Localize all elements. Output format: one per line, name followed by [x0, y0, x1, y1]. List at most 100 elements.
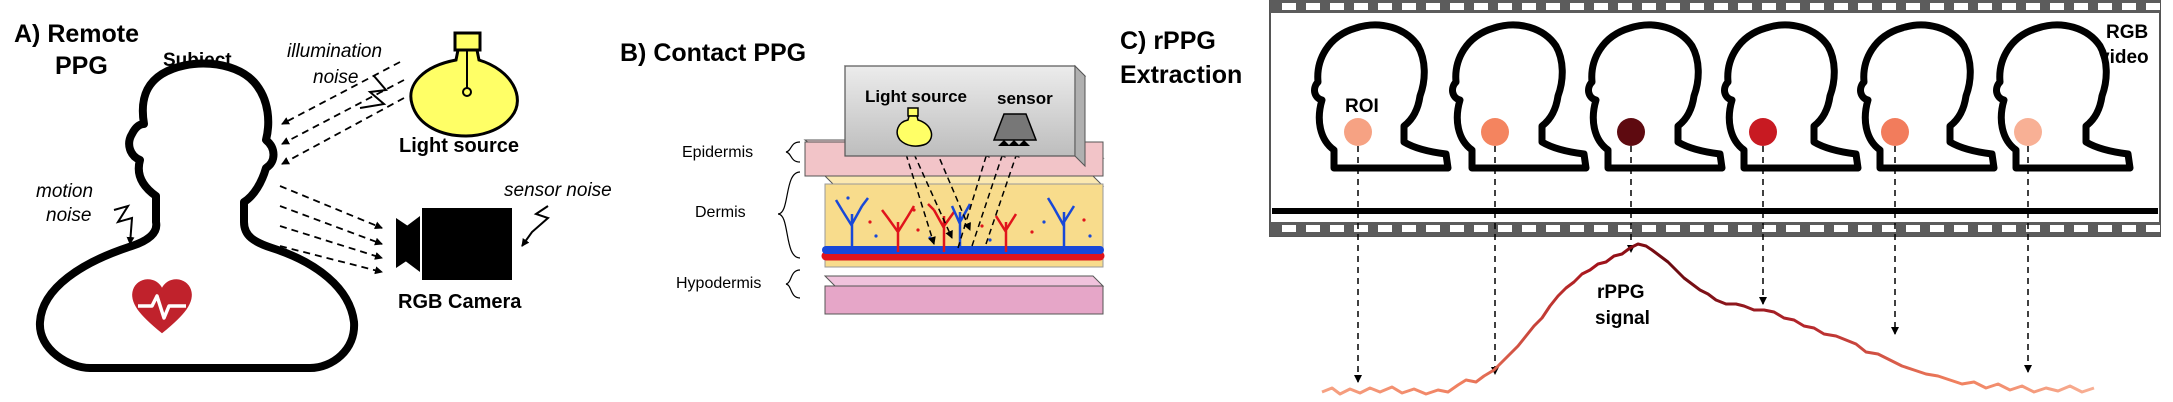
blood-vessels	[821, 196, 1105, 261]
panel-a-title-line2: PPG	[55, 52, 108, 80]
motion-noise-line1: motion	[36, 181, 93, 202]
roi-circle-5	[1881, 118, 1909, 146]
film-sprocket-hole	[1786, 3, 1800, 10]
film-sprocket-hole	[1834, 3, 1848, 10]
film-sprocket-hole	[1714, 225, 1728, 232]
film-sprocket-hole	[1906, 3, 1920, 10]
roi-label: ROI	[1345, 96, 1379, 117]
film-sprocket-hole	[2122, 225, 2136, 232]
signal-label-line1: rPPG	[1597, 282, 1645, 303]
film-sprocket-hole	[1522, 225, 1536, 232]
contact-light-bulb-icon	[896, 107, 933, 147]
film-sprocket-hole	[1786, 225, 1800, 232]
film-sprocket-hole	[2026, 225, 2040, 232]
video-label-line2: video	[2099, 47, 2149, 68]
film-sprocket-hole	[1810, 3, 1824, 10]
film-sprocket-hole	[1954, 3, 1968, 10]
rppg-signal-curve	[1321, 242, 2095, 396]
film-sprocket-hole	[1426, 225, 1440, 232]
film-sprocket-hole	[1474, 225, 1488, 232]
video-frames	[1272, 25, 2158, 214]
roi-to-signal-arrows	[1354, 146, 2032, 383]
roi-circle-6	[2014, 118, 2042, 146]
film-sprocket-hole	[1858, 225, 1872, 232]
film-sprocket-hole	[1618, 3, 1632, 10]
roi-circle-1	[1344, 118, 1372, 146]
film-sprocket-hole	[1522, 3, 1536, 10]
film-sprocket-hole	[1378, 3, 1392, 10]
illumination-noise-zigzag-icon	[359, 75, 388, 109]
contact-sensor-icon	[992, 113, 1038, 146]
film-sprocket-hole	[1714, 3, 1728, 10]
layer-label-epidermis: Epidermis	[682, 144, 753, 161]
roi-circle-4	[1749, 118, 1777, 146]
layer-label-dermis: Dermis	[695, 204, 746, 221]
subject-silhouette	[35, 59, 359, 372]
signal-label-line2: signal	[1595, 308, 1650, 329]
contact-light-source-label: Light source	[865, 87, 967, 106]
film-sprocket-hole	[1402, 3, 1416, 10]
film-sprocket-hole	[1402, 225, 1416, 232]
film-sprocket-hole	[2002, 3, 2016, 10]
sensor-noise-zigzag-icon	[521, 205, 550, 247]
film-sprocket-hole	[1690, 3, 1704, 10]
film-sprocket-hole	[1354, 3, 1368, 10]
contact-sensor-label: sensor	[997, 89, 1053, 108]
film-sprocket-hole	[1666, 225, 1680, 232]
reflected-rays	[279, 185, 383, 275]
film-sprocket-hole	[1762, 3, 1776, 10]
film-sprocket-hole	[1978, 3, 1992, 10]
light-source-label: Light source	[399, 135, 519, 157]
film-sprocket-hole	[1666, 3, 1680, 10]
film-sprocket-hole	[1282, 3, 1296, 10]
film-sprocket-hole	[1498, 3, 1512, 10]
ppg-device-box	[843, 64, 1087, 168]
film-sprocket-hole	[2074, 225, 2088, 232]
skin-layers	[803, 139, 1105, 315]
film-sprocket-hole	[1834, 225, 1848, 232]
sensor-noise-label: sensor noise	[504, 180, 612, 201]
film-sprocket-hole	[1570, 3, 1584, 10]
illumination-noise-line2: noise	[313, 67, 358, 88]
film-sprocket-hole	[1306, 3, 1320, 10]
film-sprocket-hole	[1426, 3, 1440, 10]
film-sprocket-hole	[2146, 225, 2160, 232]
film-sprocket-hole	[1762, 225, 1776, 232]
camera-label: RGB Camera	[398, 291, 522, 313]
film-sprocket-hole	[1450, 3, 1464, 10]
panel-b-title: B) Contact PPG	[620, 39, 806, 67]
film-sprocket-hole	[1930, 3, 1944, 10]
contact-light-paths	[905, 149, 1020, 249]
film-sprocket-hole	[1330, 225, 1344, 232]
film-sprocket-hole	[1546, 3, 1560, 10]
illumination-rays	[281, 61, 405, 165]
film-sprocket-hole	[1690, 225, 1704, 232]
film-sprocket-hole	[1882, 225, 1896, 232]
roi-circle-2	[1481, 118, 1509, 146]
film-sprocket-hole	[1954, 225, 1968, 232]
film-sprocket-hole	[2122, 3, 2136, 10]
film-sprocket-hole	[1594, 225, 1608, 232]
film-sprocket-hole	[1858, 3, 1872, 10]
film-sprocket-hole	[1906, 225, 1920, 232]
heart-icon	[132, 279, 192, 334]
panel-c-title-line2: Extraction	[1120, 61, 1242, 89]
panel-remote-ppg: A) Remote PPG Subject motion noise illum…	[14, 20, 612, 372]
illumination-noise-line1: illumination	[287, 41, 382, 62]
film-sprocket-hole	[1738, 3, 1752, 10]
film-sprocket-hole	[1330, 3, 1344, 10]
film-sprocket-hole	[2050, 225, 2064, 232]
panel-contact-ppg: B) Contact PPG	[620, 39, 1105, 315]
panel-a-title-line1: A) Remote	[14, 20, 139, 48]
film-sprocket-hole	[2002, 225, 2016, 232]
video-label-line1: RGB	[2106, 22, 2148, 43]
film-sprocket-hole	[1882, 3, 1896, 10]
film-sprocket-hole	[1498, 225, 1512, 232]
film-sprocket-hole	[2098, 225, 2112, 232]
film-sprocket-hole	[2074, 3, 2088, 10]
film-sprocket-hole	[1738, 225, 1752, 232]
film-sprocket-hole	[1642, 3, 1656, 10]
film-sprocket-hole	[2146, 3, 2160, 10]
light-bulb-icon	[409, 31, 519, 138]
